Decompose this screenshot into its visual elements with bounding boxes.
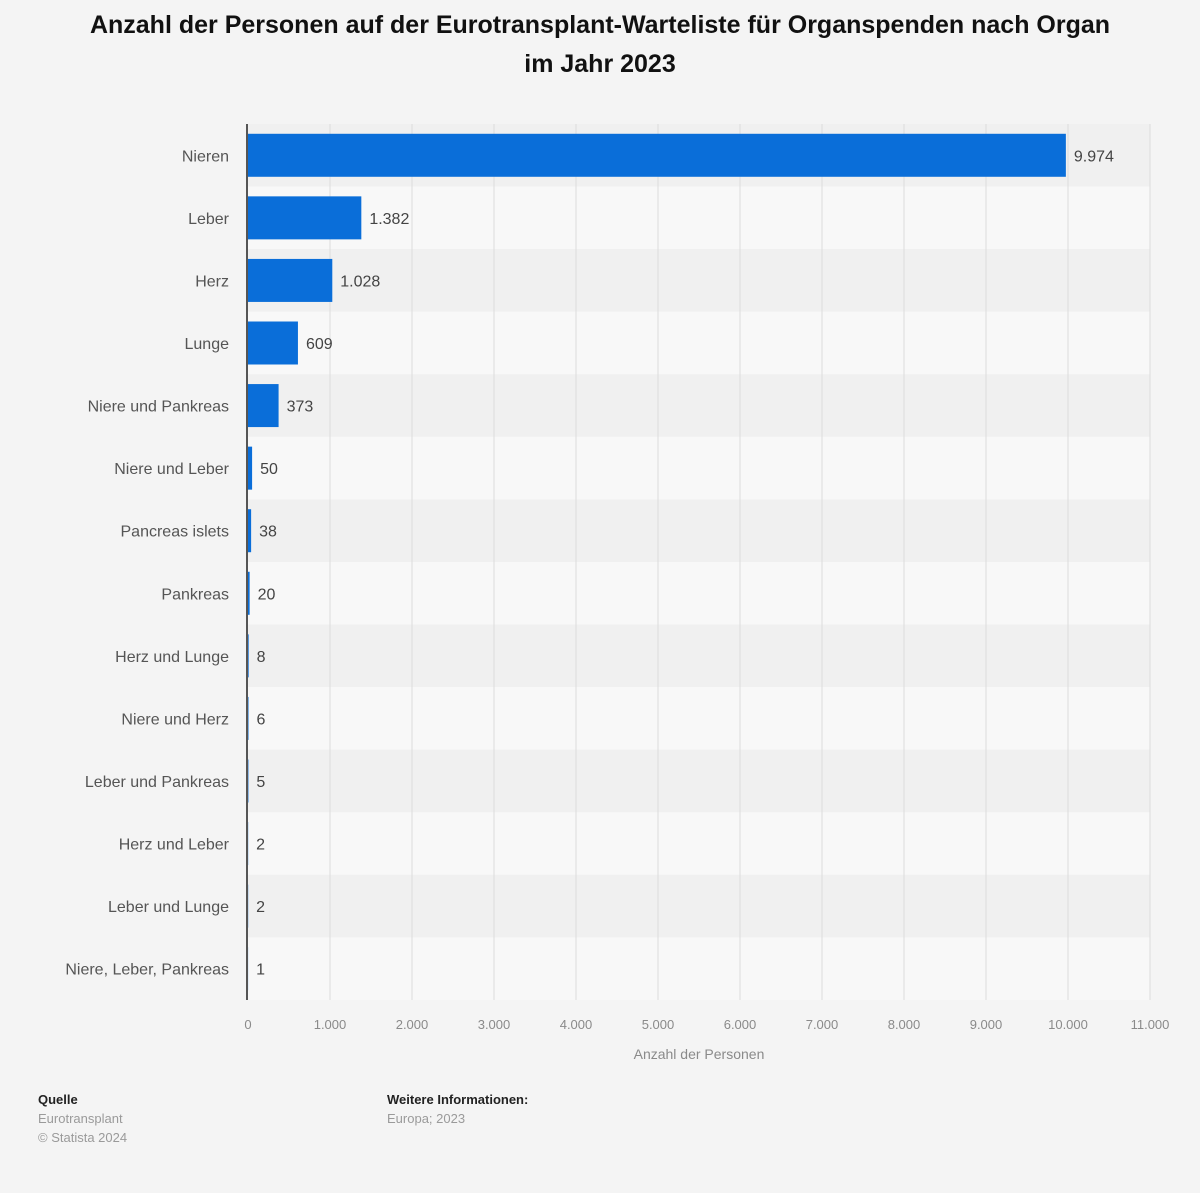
data-label: 50 [260, 461, 278, 478]
row-band [248, 374, 1150, 437]
info-heading: Weitere Informationen: [387, 1092, 529, 1107]
category-label: Leber und Lunge [108, 899, 229, 916]
data-label: 1 [256, 962, 265, 979]
data-label: 1.382 [369, 211, 409, 228]
bar[interactable] [248, 321, 298, 365]
row-band [248, 499, 1150, 562]
source-block: Quelle Eurotransplant © Statista 2024 [38, 1090, 127, 1147]
row-band [248, 186, 1150, 250]
data-label: 6 [256, 711, 265, 728]
data-label: 5 [256, 774, 265, 791]
bar[interactable] [248, 509, 252, 553]
row-band [248, 624, 1150, 688]
data-label: 20 [258, 586, 276, 603]
bar[interactable] [248, 634, 249, 678]
source-name[interactable]: Eurotransplant [38, 1111, 123, 1126]
category-label: Herz [195, 273, 229, 290]
category-labels: Nieren Leber Herz Lunge Niere und Pankreas Ni… [65, 148, 229, 978]
bar[interactable] [248, 258, 333, 302]
category-label: Leber [188, 211, 230, 228]
data-label: 9.974 [1074, 148, 1114, 165]
x-tick-label: 9.000 [970, 1017, 1003, 1032]
bar[interactable] [248, 196, 362, 240]
x-tick-label: 11.000 [1131, 1017, 1170, 1032]
source-heading: Quelle [38, 1092, 78, 1107]
category-label: Niere und Leber [114, 461, 229, 478]
row-band [248, 687, 1150, 750]
row-band [248, 937, 1150, 1000]
value-labels: 9.974 1.382 1.028 609 373 50 38 20 8 6 5 2 2 1 [256, 148, 1114, 978]
grid-lines [329, 124, 1151, 1000]
row-band [248, 749, 1150, 813]
data-label: 38 [259, 524, 277, 541]
row-band [248, 874, 1150, 938]
x-tick-label: 0 [244, 1017, 251, 1032]
x-axis-label: Anzahl der Personen [634, 1046, 765, 1062]
copyright: © Statista 2024 [38, 1130, 128, 1145]
data-label: 609 [306, 336, 333, 353]
category-label: Lunge [185, 336, 230, 353]
category-label: Niere, Leber, Pankreas [65, 962, 229, 979]
chart-title: Anzahl der Personen auf der Eurotranspla… [89, 11, 1111, 78]
category-label: Pankreas [161, 586, 229, 603]
data-label: 8 [257, 649, 266, 666]
data-label: 373 [287, 399, 314, 416]
bar[interactable] [248, 133, 1066, 177]
x-tick-label: 5.000 [642, 1017, 675, 1032]
data-label: 2 [256, 837, 265, 854]
row-bands [248, 124, 1150, 1000]
row-band [248, 562, 1150, 625]
x-tick-label: 6.000 [724, 1017, 757, 1032]
category-label: Niere und Herz [121, 711, 229, 728]
row-band [248, 311, 1150, 375]
data-label: 1.028 [340, 273, 380, 290]
row-band [248, 249, 1150, 312]
x-tick-label: 4.000 [560, 1017, 593, 1032]
x-tick-label: 7.000 [806, 1017, 839, 1032]
bar[interactable] [248, 384, 279, 428]
info-text: Europa; 2023 [387, 1111, 466, 1126]
x-tick-label: 2.000 [396, 1017, 429, 1032]
bar[interactable] [248, 446, 253, 490]
bars [248, 133, 1066, 991]
x-tick-label: 1.000 [314, 1017, 347, 1032]
category-label: Herz und Lunge [115, 649, 229, 666]
row-band [248, 812, 1150, 875]
bar[interactable] [248, 571, 250, 615]
category-label: Pancreas islets [121, 524, 230, 541]
category-label: Niere und Pankreas [88, 399, 229, 416]
category-label: Nieren [182, 148, 229, 165]
category-label: Leber und Pankreas [85, 774, 229, 791]
category-label: Herz und Leber [119, 837, 230, 854]
x-tick-label: 3.000 [478, 1017, 511, 1032]
data-label: 2 [256, 899, 265, 916]
row-band [248, 436, 1150, 500]
x-tick-label: 10.000 [1048, 1017, 1088, 1032]
x-tick-labels: 0 1.000 2.000 3.000 4.000 5.000 6.000 7.000 8.00… [244, 1017, 1169, 1032]
x-tick-label: 8.000 [888, 1017, 921, 1032]
info-block: Weitere Informationen: Europa; 2023 [387, 1090, 528, 1128]
